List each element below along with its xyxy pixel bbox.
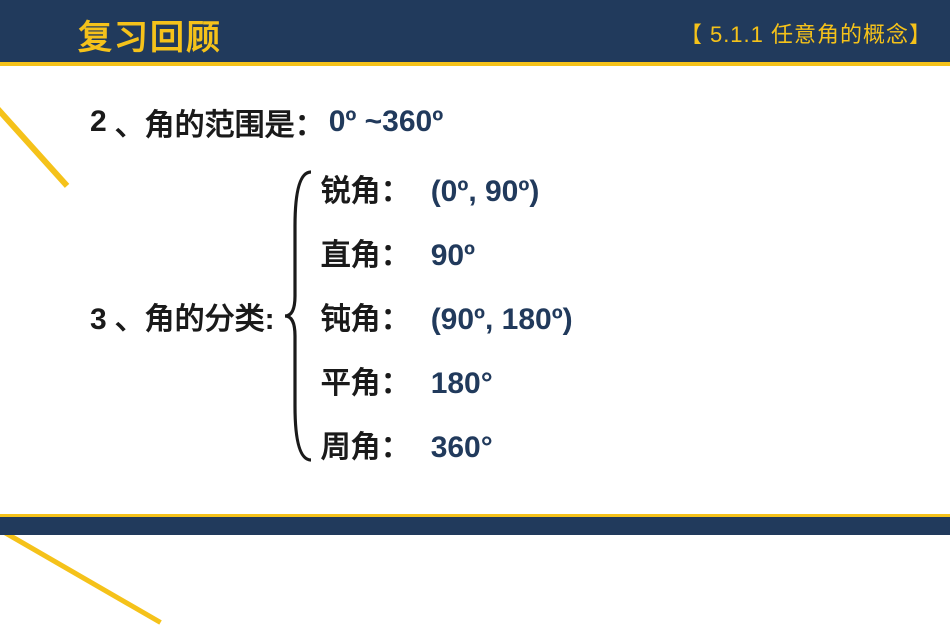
brace-group: 锐角： (0º, 90º) 直角： 90º 钝角： (90º, 180º) 平角… — [281, 166, 573, 466]
point-2-value: 0º ~360º — [329, 105, 444, 139]
point-3-number: 3 — [90, 303, 107, 336]
category-row-full: 周角： 360° — [321, 422, 573, 466]
diagonal-accent-top — [0, 65, 69, 188]
divider-top — [0, 62, 950, 66]
point-2-label: 、角的范围是： — [115, 100, 325, 144]
page-title: 复习回顾 — [78, 10, 222, 59]
category-label: 直角： — [321, 230, 431, 274]
category-value: 360° — [431, 431, 493, 465]
category-row-straight: 平角： 180° — [321, 358, 573, 402]
category-label: 钝角： — [321, 294, 431, 338]
category-label: 锐角： — [321, 166, 431, 210]
category-value: (90º, 180º) — [431, 303, 573, 337]
category-label: 平角： — [321, 358, 431, 402]
point-3-heading: 3、角的分类: — [90, 294, 281, 338]
section-label: 【 5.1.1 任意角的概念】 — [680, 17, 932, 49]
category-value: (0º, 90º) — [431, 175, 540, 209]
category-row-right: 直角： 90º — [321, 230, 573, 274]
category-row-obtuse: 钝角： (90º, 180º) — [321, 294, 573, 338]
point-3-label: 、角的分类: — [115, 303, 275, 336]
left-brace-icon — [281, 166, 317, 466]
category-label: 周角： — [321, 422, 431, 466]
category-value: 90º — [431, 239, 475, 273]
footer-band — [0, 517, 950, 535]
category-row-acute: 锐角： (0º, 90º) — [321, 166, 573, 210]
content-area: 2 、角的范围是： 0º ~360º 3、角的分类: 锐角： (0º, 90º)… — [90, 100, 910, 466]
point-2-number: 2 — [90, 105, 107, 139]
point-2-row: 2 、角的范围是： 0º ~360º — [90, 100, 910, 144]
category-value: 180° — [431, 367, 493, 401]
category-list: 锐角： (0º, 90º) 直角： 90º 钝角： (90º, 180º) 平角… — [321, 166, 573, 466]
point-3-row: 3、角的分类: 锐角： (0º, 90º) 直角： 90º 钝角： (90º, … — [90, 166, 910, 466]
